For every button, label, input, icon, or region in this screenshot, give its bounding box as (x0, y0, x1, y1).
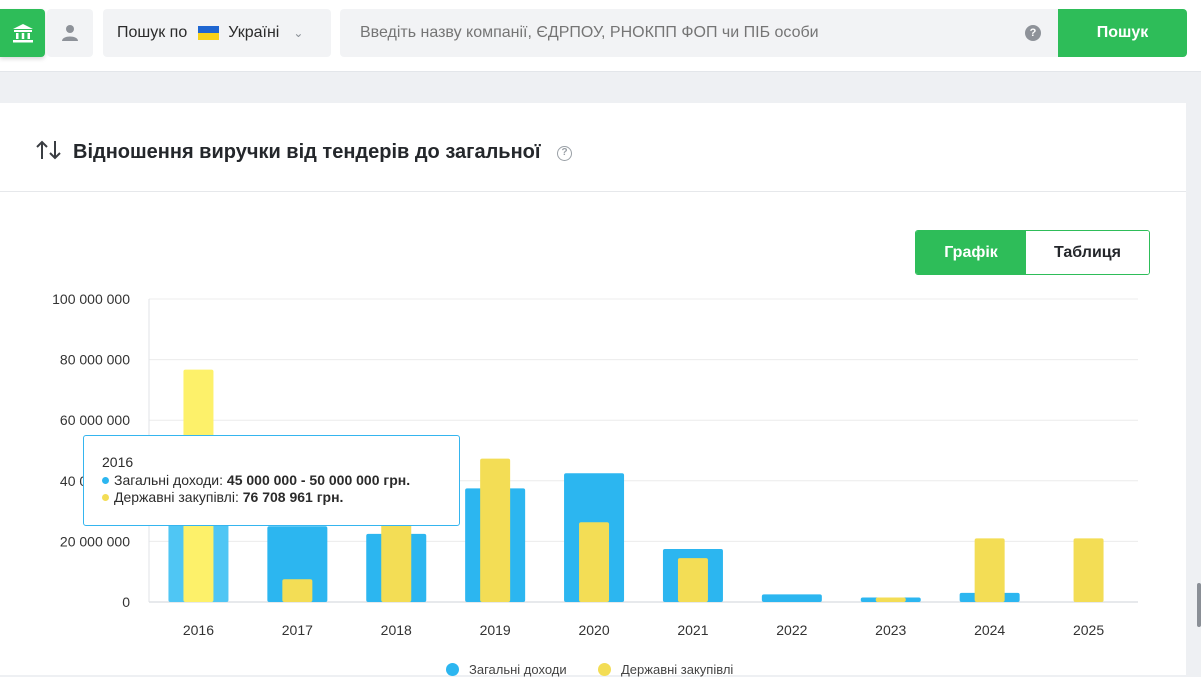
home-button[interactable] (0, 9, 45, 57)
country-value: Україні (228, 24, 280, 41)
legend-income-icon (446, 663, 459, 676)
scrollbar[interactable] (1197, 583, 1201, 627)
income-dot-icon (102, 476, 109, 484)
procurement-dot-icon (102, 494, 109, 501)
tooltip-procurement-value: 76 708 961 грн. (242, 489, 344, 505)
country-selector[interactable]: Пошук по Україні ⌄ (103, 9, 331, 57)
help-icon[interactable]: ? (1025, 25, 1041, 41)
revenue-ratio-card: Відношення виручки від тендерів до загал… (0, 103, 1186, 675)
legend-procurement-label: Державні закупівлі (621, 662, 734, 677)
tooltip-year: 2016 (102, 454, 134, 470)
tooltip-income-label: Загальні доходи: (114, 471, 224, 488)
bank-icon (12, 24, 33, 43)
tooltip-procurement-row: Державні закупівлі: 76 708 961 грн. (102, 489, 459, 507)
question-mark-icon[interactable]: ? (557, 146, 572, 161)
profile-button[interactable] (47, 9, 93, 57)
tab-chart[interactable]: Графік (916, 231, 1026, 274)
chart-tooltip: 2016 Загальні доходи: 45 000 000 - 50 00… (83, 435, 460, 526)
legend-item-procurement[interactable]: Державні закупівлі (598, 662, 733, 677)
search-input[interactable] (340, 9, 1059, 57)
tab-table[interactable]: Таблиця (1026, 231, 1149, 274)
user-icon (62, 25, 78, 41)
legend-procurement-icon (598, 663, 611, 676)
search-by-label: Пошук по (117, 24, 188, 41)
view-toggle: Графік Таблиця (915, 230, 1150, 275)
sort-arrows-icon (36, 140, 61, 160)
tooltip-income-row: Загальні доходи: 45 000 000 - 50 000 000… (102, 472, 459, 490)
card-header: Відношення виручки від тендерів до загал… (0, 103, 1186, 192)
tooltip-procurement-label: Державні закупівлі: (114, 489, 239, 505)
ukraine-flag-icon (198, 26, 220, 40)
top-bar: Пошук по Україні ⌄ ? Пошук (0, 0, 1201, 72)
legend-income-label: Загальні доходи (469, 662, 567, 677)
chevron-down-icon: ⌄ (293, 26, 304, 40)
legend-item-income[interactable]: Загальні доходи (446, 662, 567, 677)
tooltip-income-value: 45 000 000 - 50 000 000 грн. (226, 471, 411, 488)
section-title: Відношення виручки від тендерів до загал… (73, 141, 541, 163)
search-button[interactable]: Пошук (1058, 9, 1187, 57)
